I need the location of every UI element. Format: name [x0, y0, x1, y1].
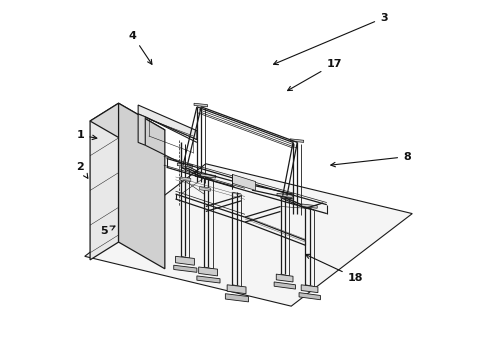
Polygon shape [140, 107, 197, 140]
Text: 17: 17 [288, 59, 342, 90]
Polygon shape [85, 164, 412, 306]
Polygon shape [200, 174, 216, 178]
Polygon shape [174, 265, 197, 272]
Polygon shape [194, 103, 208, 107]
Polygon shape [119, 103, 165, 269]
Polygon shape [138, 114, 145, 145]
Polygon shape [199, 267, 218, 276]
Polygon shape [276, 274, 293, 282]
Polygon shape [277, 193, 292, 198]
Polygon shape [90, 103, 119, 260]
Text: 2: 2 [77, 162, 88, 178]
Text: 4: 4 [129, 31, 152, 64]
Polygon shape [197, 276, 220, 283]
Polygon shape [200, 187, 210, 191]
Polygon shape [225, 294, 248, 302]
Polygon shape [274, 282, 296, 289]
Polygon shape [175, 256, 194, 265]
Polygon shape [180, 177, 191, 182]
Text: 1: 1 [77, 130, 97, 140]
Polygon shape [290, 139, 304, 142]
Polygon shape [177, 163, 193, 167]
Polygon shape [233, 174, 255, 190]
Polygon shape [90, 103, 165, 148]
Text: 18: 18 [306, 254, 363, 283]
Polygon shape [227, 285, 246, 294]
Polygon shape [299, 293, 321, 300]
Polygon shape [302, 204, 317, 208]
Text: 8: 8 [331, 152, 411, 167]
Text: 5: 5 [100, 226, 115, 236]
Text: 3: 3 [273, 13, 388, 65]
Polygon shape [138, 105, 197, 140]
Polygon shape [301, 285, 318, 293]
